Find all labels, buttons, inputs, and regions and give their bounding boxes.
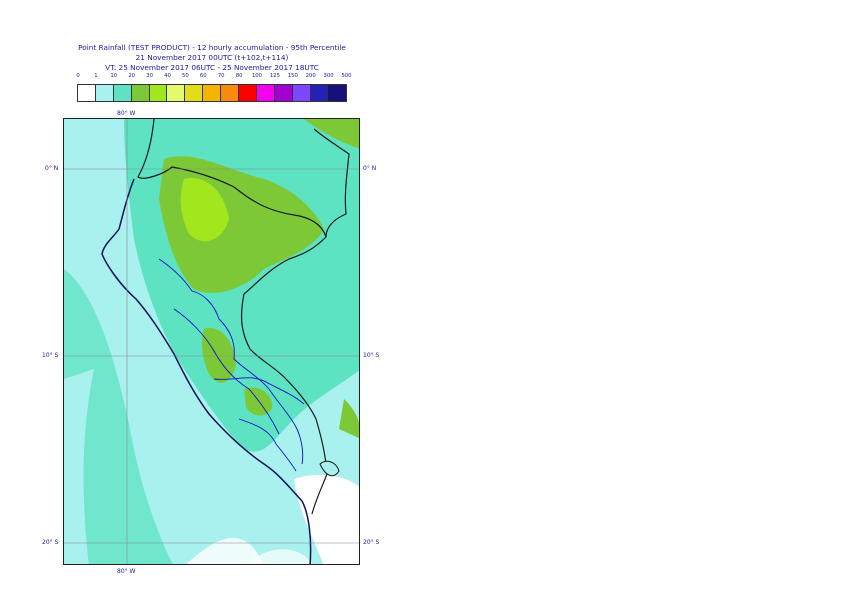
lat-label-right-0n: 0° N xyxy=(363,165,377,172)
rain-field-central xyxy=(201,328,236,383)
rain-core-north xyxy=(180,178,229,242)
lat-label-left-0n: 0° N xyxy=(45,165,59,172)
legend-swatch xyxy=(328,85,347,101)
legend-swatch xyxy=(95,85,114,101)
lat-label-left-20s: 20° S xyxy=(42,539,59,546)
lake-titicaca xyxy=(319,460,340,477)
legend-swatch xyxy=(113,85,132,101)
legend-tick: 300 xyxy=(323,73,334,79)
legend-tick: 500 xyxy=(341,73,352,79)
offshore-light-band xyxy=(64,369,94,564)
offshore-rain-band xyxy=(64,269,173,564)
country-border-peru xyxy=(137,119,328,515)
dry-patch-south xyxy=(186,537,264,564)
legend-swatch xyxy=(221,85,240,101)
legend-swatch xyxy=(256,85,275,101)
legend-tick: 80 xyxy=(235,73,243,79)
chart-title: Point Rainfall (TEST PRODUCT) - 12 hourl… xyxy=(78,43,346,52)
lon-label-bottom: 80° W xyxy=(117,568,136,575)
legend-tick: 50 xyxy=(182,73,189,79)
legend-tick: 10 xyxy=(110,73,118,79)
legend-tick-labels: 0 1 10 20 30 40 50 60 70 80 100 125 150 200 300 500 xyxy=(0,73,424,83)
legend-swatch xyxy=(274,85,293,101)
region-border-d xyxy=(238,418,297,472)
legend-tick: 100 xyxy=(251,73,263,79)
rain-field-south-central xyxy=(244,387,273,416)
legend-tick: 150 xyxy=(287,73,298,79)
coastline xyxy=(101,178,312,564)
map-canvas xyxy=(64,119,359,564)
rain-field-east-edge xyxy=(339,399,359,439)
legend-swatch xyxy=(185,85,204,101)
lat-label-right-10s: 10° S xyxy=(363,352,380,359)
legend-tick: 1 xyxy=(94,73,98,79)
legend-tick: 40 xyxy=(164,73,171,79)
legend-swatch xyxy=(167,85,186,101)
legend-swatch xyxy=(310,85,329,101)
legend-swatch xyxy=(292,85,311,101)
region-border-b xyxy=(173,308,280,435)
legend-tick: 60 xyxy=(199,73,207,79)
dry-patch-southeast xyxy=(246,549,313,564)
country-border-colombia xyxy=(313,128,350,238)
valid-time-label: VT: 25 November 2017 06UTC - 25 November… xyxy=(105,63,319,72)
legend-tick: 0 xyxy=(76,73,80,79)
legend-swatch xyxy=(131,85,150,101)
legend-swatch xyxy=(203,85,222,101)
legend-swatch xyxy=(78,85,96,101)
rain-field-northeast xyxy=(304,119,359,149)
region-border-c xyxy=(213,377,305,405)
legend-tick: 70 xyxy=(217,73,225,79)
lat-label-left-10s: 10° S xyxy=(42,352,59,359)
legend-swatch xyxy=(239,85,257,101)
legend-tick: 200 xyxy=(305,73,316,79)
color-legend xyxy=(77,84,348,102)
legend-tick: 125 xyxy=(269,73,280,79)
legend-tick: 30 xyxy=(146,73,153,79)
legend-swatch xyxy=(149,85,168,101)
lat-label-right-20s: 20° S xyxy=(363,539,380,546)
rainfall-map xyxy=(63,118,360,565)
legend-tick: 20 xyxy=(128,73,136,79)
run-time-label: 21 November 2017 00UTC (t+102,t+114) xyxy=(135,53,289,62)
lon-label-top: 80° W xyxy=(117,110,136,117)
dry-patch-east xyxy=(294,474,359,564)
region-border-a xyxy=(158,258,304,465)
